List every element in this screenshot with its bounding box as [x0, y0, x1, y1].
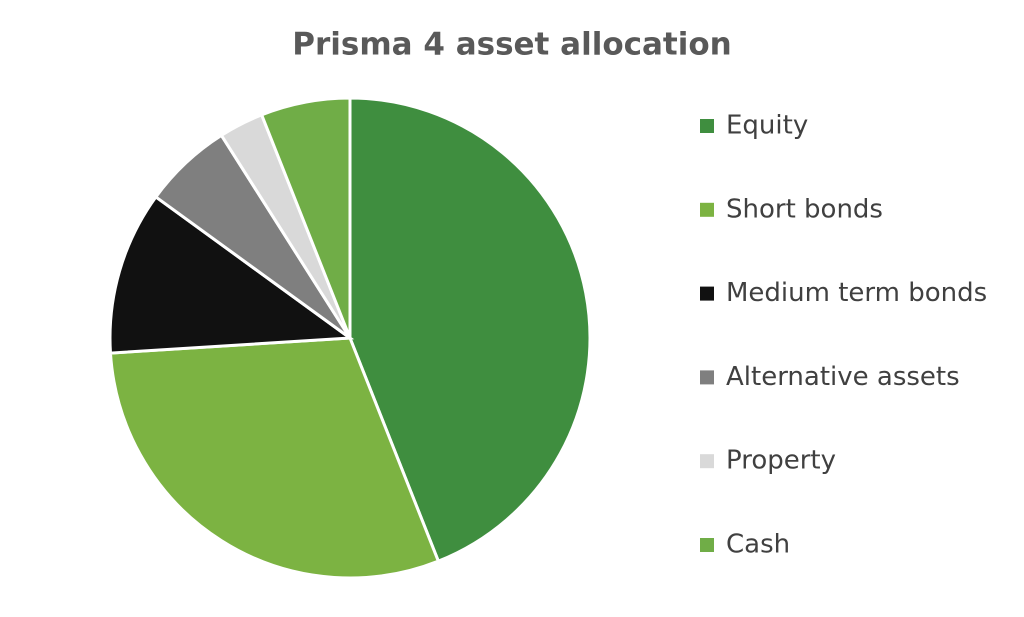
legend-label: Equity — [726, 111, 808, 141]
legend-swatch — [700, 286, 714, 301]
pie-slice — [108, 194, 355, 355]
legend-label: Alternative assets — [726, 362, 960, 392]
pie-slice — [259, 96, 352, 339]
legend-swatch — [700, 202, 714, 217]
legend-swatch — [700, 370, 714, 385]
legend-swatch — [700, 119, 714, 133]
legend-label: Short bonds — [726, 194, 883, 224]
legend-label: Cash — [726, 530, 790, 560]
chart-title: Prisma 4 asset allocation — [292, 27, 732, 63]
legend-swatch — [700, 538, 714, 552]
pie-slice — [108, 336, 441, 580]
legend-label: Medium term bonds — [726, 278, 987, 308]
pie-slice — [348, 96, 592, 564]
legend-swatch — [700, 454, 714, 469]
legend-label: Property — [726, 446, 836, 476]
